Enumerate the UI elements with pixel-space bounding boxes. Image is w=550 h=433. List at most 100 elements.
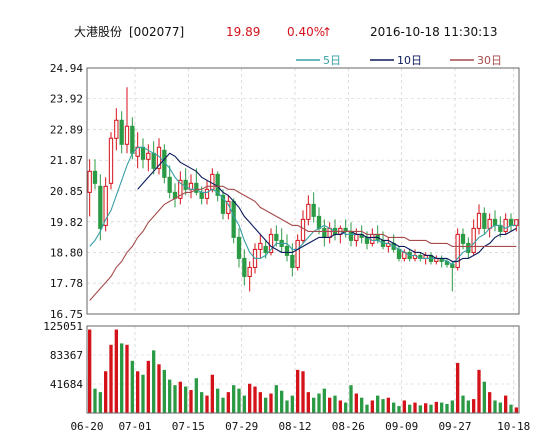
candle-body [306,203,311,220]
candle-body [471,227,476,253]
candle [439,255,444,268]
volume-bar [125,344,129,413]
price-panel-frame [86,67,520,315]
candle-body [354,233,359,241]
candle [327,222,332,244]
candle-body [311,203,316,217]
candle-body [119,119,124,145]
volume-bar [258,392,262,413]
volume-tick-label: 83367 [50,349,83,362]
volume-bar [504,395,508,413]
date-tick-label: 08-26 [332,420,365,433]
candle [311,192,316,223]
candle-body [284,245,290,256]
candle-body [178,179,183,199]
volume-bar [418,405,422,413]
volume-bar [498,402,502,413]
volume-bar [365,404,369,413]
ma30-line [89,185,517,301]
price-tick-label: 16.75 [50,308,83,321]
candle-body [210,173,215,190]
candle [236,228,242,268]
candle-body [220,194,226,214]
candle-body [348,230,354,241]
volume-bar [194,378,198,413]
volume-bar [301,371,305,413]
volume-bar [312,397,316,413]
volume-bar [98,392,102,413]
candle [247,261,252,292]
volume-bar [413,402,417,413]
volume-panel-frame [86,325,520,414]
candle-body [92,170,98,184]
candlestick-series [87,87,519,292]
candle-body [492,218,498,226]
candle [220,189,226,220]
legend-ma10: 10日 [397,54,422,67]
volume-bar [157,364,161,413]
volume-bar [178,381,182,413]
candle [231,198,236,244]
volume-bar [349,385,353,413]
volume-bar [221,397,225,413]
date-tick-label: 06-20 [70,420,103,433]
candle-body [87,170,92,193]
price-change-arrow: ↑ [322,25,332,39]
volume-bar [472,399,476,413]
volume-bar [226,392,230,413]
candle-body [236,236,242,259]
candle [492,210,498,232]
candle-body [274,233,279,241]
candle-body [455,233,460,268]
volume-bar [370,400,374,413]
volume-bar [344,402,348,413]
candle [194,168,199,196]
volume-bar [306,392,310,413]
candle-body [290,254,295,268]
volume-bar [200,392,204,413]
volume-bar [509,404,513,413]
candle [183,168,188,196]
candle [108,132,114,190]
candle [514,219,519,232]
volume-bar [216,388,220,413]
candle-body [476,212,482,229]
price-tick-label: 20.85 [50,185,83,198]
volume-bar [488,392,492,413]
candle-body [167,176,172,193]
volume-bar [189,390,193,413]
price-tick-label: 18.80 [50,246,83,259]
candle-body [199,191,204,199]
candle [444,258,450,268]
candle [386,237,391,253]
volume-bar [376,395,380,413]
candle [450,261,455,292]
candle-body [503,218,508,232]
volume-bar [456,362,460,413]
candle [476,204,482,235]
volume-bar [402,400,406,413]
volume-bar [210,374,214,413]
volume-bar [354,393,358,413]
volume-bar [264,397,268,413]
volume-bar [104,371,108,413]
volume-bar [141,374,145,413]
volume-bar [360,397,364,413]
candle [418,252,423,262]
volume-bar [386,397,390,413]
price-tick-label: 24.94 [50,62,83,75]
volume-bar [109,344,113,413]
candle-body [108,137,114,184]
date-tick-label: 10-18 [497,420,530,433]
candle [295,234,300,271]
candle [300,210,306,244]
candle-body [370,233,375,244]
volume-bar [429,404,433,413]
volume-bar [242,395,246,413]
volume-series [88,329,518,413]
volume-bar [493,400,497,413]
volume-bar [338,400,342,413]
price-tick-label: 22.89 [50,124,83,137]
candle [268,228,274,256]
date-tick-label: 07-15 [172,420,205,433]
